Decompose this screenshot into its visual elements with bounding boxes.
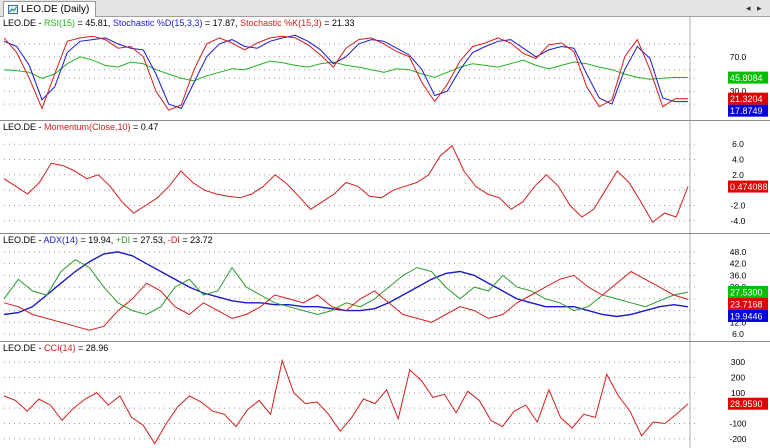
y-tick-label: -4.0 [731, 216, 746, 226]
pane-title-part: +DI [116, 235, 130, 245]
value-badge-text: 17.8749 [730, 106, 763, 116]
y-tick-label: 2.0 [732, 170, 744, 180]
tab-bar: LEO.DE (Daily) ◂ ▸ [0, 0, 770, 17]
pane-title: LEO.DE - Momentum(Close,10) = 0.47 [3, 122, 158, 132]
pane-title-part: CCI(14) [44, 343, 76, 353]
value-badge-text: 45.8084 [730, 73, 763, 83]
pane-title-part: ADX(14) [44, 235, 79, 245]
pane-title-part: -DI [168, 235, 180, 245]
y-tick-label: 200 [731, 372, 745, 382]
y-tick-label: 12.0 [730, 317, 747, 327]
pane-title-part: Stochastic %K(15,3) [240, 18, 322, 28]
value-badge: 0.474088 [728, 180, 768, 193]
y-tick-label: 70.0 [730, 52, 747, 62]
y-tick-label: 36.0 [730, 270, 747, 280]
series-line-rsi [3, 56, 689, 82]
value-badge-text: 0.474088 [730, 182, 768, 192]
pane-title-part: = 27.53, [130, 235, 168, 245]
pane-title-part: LEO.DE - [3, 122, 44, 132]
y-tick-label: -2.0 [731, 200, 746, 210]
tab-label: LEO.DE (Daily) [21, 3, 90, 15]
pane-title-part: = 45.81, [75, 18, 113, 28]
series-line-momentum [3, 144, 689, 224]
value-badge-text: 23.7168 [730, 299, 763, 309]
pane-title-part: RSI(15) [44, 18, 75, 28]
pane-title-part: LEO.DE - [3, 235, 44, 245]
pane-title-part: = 17.87, [202, 18, 240, 28]
pane-rsi-stochastic: 70.0 30.0 LEO.DE - RSI(15) = 45.81, Stocha… [3, 17, 768, 120]
value-badge-text: 19.9446 [730, 311, 763, 321]
y-tick-label: 6.0 [732, 139, 744, 149]
pane-cci: 300 200 100 -100 -200 LEO.DE - CCI(14) = 28.9… [0, 341, 770, 448]
pane-title-part: LEO.DE - [3, 343, 44, 353]
y-tick-label: 100 [731, 388, 745, 398]
chart-icon [8, 5, 18, 14]
pane-title-part: Stochastic %D(15,3,3) [113, 18, 203, 28]
series-line-stoch_d [3, 34, 688, 110]
series-line-plus_di [3, 259, 689, 316]
y-tick-label: 30.0 [730, 86, 747, 96]
pane-momentum: 6.0 4.0 2.0 -2.0 -4.0 LEO.DE - Momentum(Close… [0, 120, 770, 233]
pane-title: LEO.DE - CCI(14) = 28.96 [3, 343, 108, 353]
pane-title-part: = 28.96 [76, 343, 109, 353]
pane-title: LEO.DE - RSI(15) = 45.81, Stochastic %D(… [3, 18, 354, 28]
scroll-right-icon[interactable]: ▸ [757, 3, 762, 13]
pane-title-part: Momentum(Close,10) [44, 122, 131, 132]
value-badge: 23.7168 [728, 297, 768, 310]
series-line-cci [3, 358, 689, 445]
y-tick-label: 48.0 [730, 247, 747, 257]
y-tick-label: 42.0 [730, 259, 747, 269]
pane-title-part: = 23.72 [180, 235, 213, 245]
value-badge: 45.8084 [728, 71, 768, 84]
y-tick-label: 4.0 [732, 155, 744, 165]
value-badge-text: 27.5300 [730, 287, 763, 297]
y-tick-label: 6.0 [732, 329, 744, 339]
value-badge: 17.8749 [728, 104, 768, 117]
series-line-stoch_k [3, 35, 688, 111]
pane-title-part: = 19.94, [78, 235, 116, 245]
pane-title-part: = 0.47 [131, 122, 159, 132]
y-tick-label: 300 [731, 357, 745, 367]
scroll-left-icon[interactable]: ◂ [746, 3, 751, 13]
value-badge: 27.5300 [728, 285, 768, 298]
y-tick-label: -100 [729, 419, 746, 429]
pane-title-part: = 21.33 [322, 18, 355, 28]
pane-title: LEO.DE - ADX(14) = 19.94, +DI = 27.53, -… [3, 235, 213, 245]
series-line-minus_di [3, 270, 689, 331]
value-badge: 19.9446 [728, 309, 768, 322]
value-badge: 28.9590 [728, 397, 768, 410]
pane-title-part: LEO.DE - [3, 18, 44, 28]
indicator-panes: 70.0 30.0 LEO.DE - RSI(15) = 45.81, Stocha… [0, 17, 770, 448]
value-badge: 21.3204 [728, 92, 768, 105]
tab-leo-de-daily[interactable]: LEO.DE (Daily) [3, 1, 97, 17]
y-tick-label: -200 [729, 434, 746, 444]
value-badge-text: 21.3204 [730, 94, 763, 104]
value-badge-text: 28.9590 [730, 399, 763, 409]
